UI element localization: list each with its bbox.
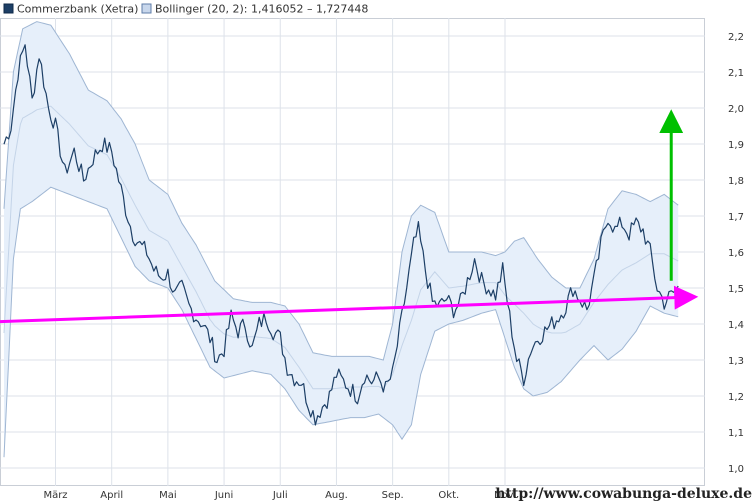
x-tick-label: Juli (272, 490, 288, 501)
x-tick-label: Juni (214, 490, 233, 501)
legend: Commerzbank (Xetra) Bollinger (20, 2): 1… (3, 3, 368, 16)
y-tick-label: 1,2 (728, 392, 744, 403)
y-axis: 1,0 1,1 1,2 1,3 1,4 1,5 1,6 1,7 1,8 1,9 2,0 2,1 2,2 (728, 32, 744, 475)
y-tick-label: 1,8 (728, 176, 744, 187)
y-tick-label: 1,4 (728, 320, 744, 331)
y-tick-label: 2,0 (728, 104, 744, 115)
x-tick-label: Mai (159, 490, 177, 501)
y-tick-label: 2,1 (728, 68, 744, 79)
price-line (3, 44, 679, 426)
y-tick-label: 1,5 (728, 284, 744, 295)
legend-swatch-price (3, 3, 14, 14)
bollinger-band-fill (4, 21, 679, 458)
x-tick-label: April (100, 490, 123, 501)
y-tick-label: 2,2 (728, 32, 744, 43)
legend-label-bollinger: Bollinger (20, 2): 1,416052 – 1,727448 (155, 3, 368, 16)
bollinger-upper-line (3, 21, 679, 361)
x-axis: März April Mai Juni Juli Aug. Sep. Okt. Nov. (43, 490, 516, 501)
legend-swatch-bollinger (141, 3, 152, 14)
x-tick-label: Aug. (325, 490, 348, 501)
y-tick-label: 1,7 (728, 212, 744, 223)
x-tick-label: Nov. (494, 490, 516, 501)
y-tick-label: 1,3 (728, 356, 744, 367)
legend-label-price: Commerzbank (Xetra) (17, 3, 138, 16)
x-tick-label: März (43, 490, 67, 501)
bollinger-lower-line (3, 186, 679, 458)
y-tick-label: 1,6 (728, 248, 744, 259)
y-tick-label: 1,0 (728, 464, 744, 475)
y-tick-label: 1,1 (728, 428, 744, 439)
price-series (3, 44, 679, 426)
x-tick-label: Sep. (382, 490, 404, 501)
trend-arrow-magenta (0, 285, 699, 324)
annotations (0, 109, 699, 324)
watermark-text: http://www.cowabunga-deluxe.de (495, 486, 752, 502)
y-tick-label: 1,9 (728, 140, 744, 151)
x-tick-label: Okt. (438, 490, 459, 501)
